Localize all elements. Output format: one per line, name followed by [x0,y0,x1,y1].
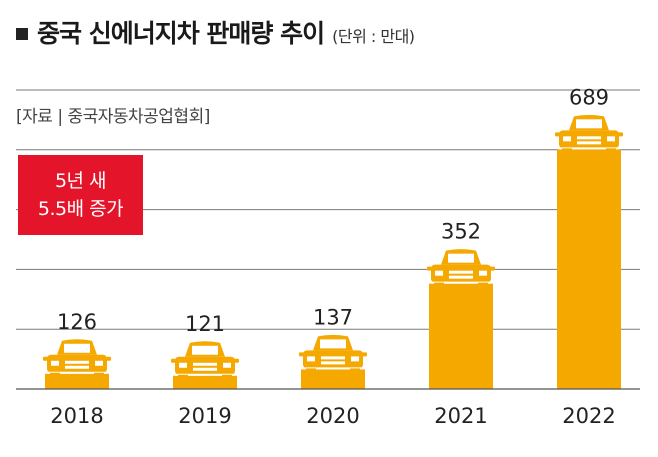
x-tick-label: 2020 [306,404,359,428]
car-wheel-right [350,368,360,376]
car-wheel-right [94,372,104,380]
car-grille [321,361,345,365]
data-label: 121 [185,312,225,336]
bar-2018 [43,339,111,389]
data-label: 137 [313,305,353,329]
car-wheel-left [178,374,188,382]
car-headlight-left [435,270,443,276]
growth-badge-line2: 5.5배 증가 [37,198,124,220]
car-window [64,343,90,353]
car-headlight-right [479,270,487,276]
car-window [320,339,346,349]
bar-2021 [427,249,495,389]
car-mirror-right [617,132,623,137]
title-row: 중국 신에너지차 판매량 추이 (단위 : 만대) [16,14,415,50]
car-grille [65,365,89,369]
car-mirror-left [43,356,49,361]
car-mirror-right [233,358,239,363]
car-headlight-right [223,362,231,368]
bar-2019 [171,341,239,389]
car-mirror-left [427,266,433,271]
growth-badge: 5년 새 5.5배 증가 [18,155,143,235]
car-headlight-right [351,356,359,362]
car-headlight-right [95,360,103,366]
car-grille [193,367,217,371]
car-icon [555,114,623,156]
bar-column [557,149,621,389]
car-grille [65,360,89,364]
growth-badge-line1: 5년 새 [54,170,107,192]
car-mirror-right [489,266,495,271]
car-mirror-left [171,358,177,363]
title-bullet [16,28,28,40]
car-grille [193,362,217,366]
car-grille [321,356,345,360]
data-label: 689 [569,85,609,109]
bar-column [301,369,365,389]
car-wheel-left [306,368,316,376]
car-icon [299,334,367,376]
car-window [448,253,474,263]
bar-2020 [299,334,367,389]
car-wheel-right [606,148,616,156]
car-icon [43,339,111,380]
car-wheel-left [434,282,444,290]
bar-column [173,375,237,389]
car-headlight-right [607,136,615,142]
car-wheel-right [478,282,488,290]
data-label: 126 [57,310,97,334]
bar-column [45,373,109,389]
x-tick-label: 2021 [434,404,487,428]
car-headlight-left [179,362,187,368]
x-tick-label: 2022 [562,404,615,428]
x-tick-label: 2019 [178,404,231,428]
bar-2022 [555,114,623,389]
car-headlight-left [563,136,571,142]
car-grille [449,270,473,274]
car-mirror-left [299,352,305,357]
car-mirror-right [361,352,367,357]
car-grille [577,141,601,145]
car-wheel-left [562,148,572,156]
car-icon [171,341,239,382]
bar-column [429,283,493,389]
car-headlight-left [51,360,59,366]
unit-label: (단위 : 만대) [332,27,415,46]
car-wheel-left [50,372,60,380]
car-mirror-left [555,132,561,137]
car-icon [427,249,495,290]
x-tick-label: 2018 [50,404,103,428]
car-wheel-right [222,374,232,382]
car-window [576,119,602,129]
car-grille [577,136,601,140]
source-label: [자료 | 중국자동차공업협회] [16,107,210,127]
car-window [192,345,218,355]
chart-title: 중국 신에너지차 판매량 추이 [37,19,325,48]
car-mirror-right [105,356,111,361]
car-headlight-left [307,356,315,362]
data-label: 352 [441,220,481,244]
car-grille [449,275,473,279]
